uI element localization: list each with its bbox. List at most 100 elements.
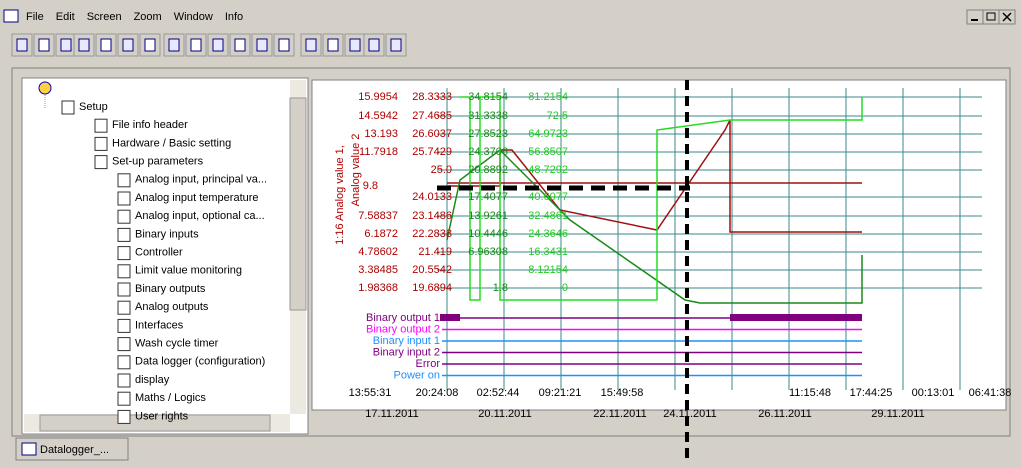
tree-item[interactable]: Analog input, optional ca... <box>135 210 265 222</box>
time-label: 15:49:58 <box>601 387 644 399</box>
scale-label: 15.9954 <box>358 91 398 103</box>
scale-label: 7.58837 <box>358 210 398 222</box>
tree-item[interactable]: Maths / Logics <box>135 392 206 404</box>
tree-item[interactable]: Controller <box>135 247 183 259</box>
v-scroll-thumb[interactable] <box>289 97 307 311</box>
tree-panel <box>21 77 309 435</box>
scale-label: 17.4077 <box>468 191 508 203</box>
time-label: 02:52:44 <box>477 387 520 399</box>
scale-label: 13.9261 <box>468 210 508 222</box>
tree-icon <box>117 373 131 388</box>
toolbar-icon <box>278 38 290 52</box>
tree-item[interactable]: Setup <box>79 101 108 113</box>
tree-item[interactable]: Analog outputs <box>135 301 209 313</box>
minimize-button[interactable] <box>966 9 984 25</box>
toolbar-icon <box>390 38 402 52</box>
tree-item[interactable]: Binary outputs <box>135 283 206 295</box>
time-label: 20:24:08 <box>416 387 459 399</box>
scale-label: 10.4446 <box>468 228 508 240</box>
binary-active <box>440 314 460 321</box>
tree-item[interactable]: User rights <box>135 410 189 422</box>
scale-label: 24.3646 <box>528 228 568 240</box>
menu-item[interactable]: Window <box>174 11 213 23</box>
scale-label: 26.6037 <box>412 128 452 140</box>
scale-label: 21.419 <box>418 246 452 258</box>
app-icon[interactable] <box>3 9 19 23</box>
tree-icon <box>117 409 131 424</box>
menu-item[interactable]: Screen <box>87 11 122 23</box>
menu-item[interactable]: Zoom <box>134 11 162 23</box>
scale-label: 22.2838 <box>412 228 452 240</box>
h-scroll-thumb[interactable] <box>39 414 271 432</box>
scale-label: 27.4685 <box>412 110 452 122</box>
tree-item[interactable]: Analog input, principal va... <box>135 174 267 186</box>
document-tab[interactable] <box>15 437 129 461</box>
binary-active <box>730 314 862 321</box>
tree-item[interactable]: Hardware / Basic setting <box>112 137 231 149</box>
scale-label: 20.5542 <box>412 264 452 276</box>
scale-label: 72.5 <box>547 110 568 122</box>
date-label: 26.11.2011 <box>758 408 811 420</box>
tree-icon <box>117 337 131 352</box>
toolbar-icon <box>256 38 268 52</box>
scale-label: 14.5942 <box>358 110 398 122</box>
tree-item[interactable]: Data logger (configuration) <box>135 356 265 368</box>
channel-label: Power on <box>394 369 440 381</box>
tree-icon <box>117 246 131 261</box>
window-controls <box>966 9 1016 25</box>
scale-label: 0 <box>562 282 568 294</box>
tree-icon <box>117 282 131 297</box>
scale-label: 23.1486 <box>412 210 452 222</box>
tree-item[interactable]: Analog input temperature <box>135 192 259 204</box>
scale-label: 32.4861 <box>528 210 568 222</box>
scale-label: 31.3338 <box>468 110 508 122</box>
scale-label: 6.96308 <box>468 246 508 258</box>
signal-trace <box>460 96 863 301</box>
tree-item[interactable]: Limit value monitoring <box>135 265 242 277</box>
time-label: 11:15:48 <box>789 387 831 399</box>
toolbar-icon <box>190 38 202 52</box>
tree-item[interactable]: Wash cycle timer <box>135 338 219 350</box>
scale-label: 11.7918 <box>359 146 398 158</box>
tree-icon <box>94 118 108 133</box>
scale-label: 3.38485 <box>358 264 398 276</box>
tree-icon <box>117 173 131 188</box>
scale-label: 1.98368 <box>358 282 398 294</box>
tree-icon <box>117 227 131 242</box>
date-label: 17.11.2011 <box>365 408 418 420</box>
tree-icon <box>117 264 131 279</box>
restore-button[interactable] <box>982 9 1000 25</box>
scale-label: 56.8507 <box>528 146 568 158</box>
menu-item[interactable]: Info <box>225 11 243 23</box>
toolbar-icon <box>122 38 134 52</box>
tree-icon <box>117 391 131 406</box>
channel-label: Error <box>416 358 441 370</box>
chart-panel <box>311 79 1007 411</box>
toolbar-icon <box>327 38 339 52</box>
time-label: 13:55:31 <box>349 387 392 399</box>
menu-bar: File Edit Screen Zoom Window Info <box>26 11 243 23</box>
date-label: 20.11.2011 <box>478 408 531 420</box>
tree-icon <box>117 355 131 370</box>
date-label: 22.11.2011 <box>593 408 646 420</box>
menu-item[interactable]: File <box>26 11 44 23</box>
scale-label: 1.8 <box>493 282 508 294</box>
toolbar-icon <box>305 38 317 52</box>
tree-item[interactable]: File info header <box>112 119 188 131</box>
toolbar-icon <box>38 38 50 52</box>
scale-label: 13.193 <box>364 128 398 140</box>
tree-item[interactable]: Set-up parameters <box>112 156 204 168</box>
tree-root-icon[interactable] <box>38 81 52 95</box>
scale-label: 25.7429 <box>412 146 452 158</box>
tree-item[interactable]: display <box>135 374 170 386</box>
menu-item[interactable]: Edit <box>56 11 75 23</box>
toolbar-icon <box>368 38 380 52</box>
tree-item[interactable]: Binary inputs <box>135 228 199 240</box>
scale-label: 16.3431 <box>528 246 568 258</box>
toolbar <box>11 33 407 57</box>
tree-item[interactable]: Interfaces <box>135 319 184 331</box>
toolbar-icon <box>168 38 180 52</box>
tree-icon <box>117 300 131 315</box>
time-label: 06:41:38 <box>969 387 1012 399</box>
